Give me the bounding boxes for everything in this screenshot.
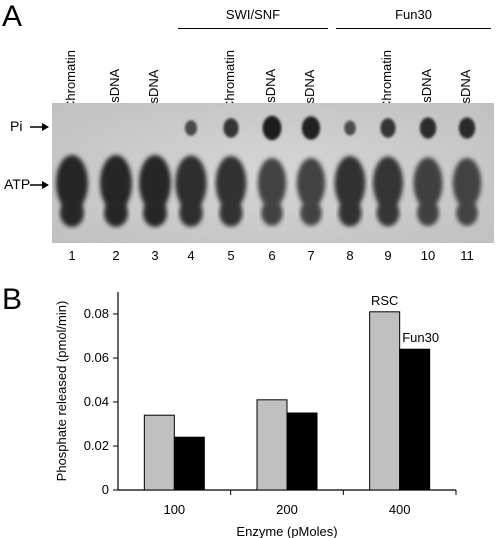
lane-number: 4 [187,248,195,263]
lane-number: 11 [460,248,474,263]
lane-label: Chromatin [63,50,78,110]
tlc-plate-image [52,103,494,243]
y-tick-label: 0.06 [84,350,109,365]
atp-spot [175,155,207,211]
atp-spot [413,157,443,209]
atp-tail-spot [104,199,128,227]
series-annotation: RSC [371,293,398,308]
lane-number: 6 [268,248,276,263]
atp-arrow-icon [30,181,49,189]
series-annotation: Fun30 [402,330,439,345]
atp-spot [296,158,326,208]
atp-spot [372,156,404,210]
pi-spot [344,120,356,136]
atp-tail-spot [261,200,283,226]
pi-spot [184,120,198,136]
atp-spot [334,156,366,210]
lane-number: 10 [420,248,436,263]
pi-spot [458,117,476,139]
atp-tail-spot [417,200,439,226]
y-tick-label: 0.02 [84,438,109,453]
lane-number: 3 [151,248,159,263]
group-label-swisnf: SWI/SNF [225,7,281,22]
atp-tail-spot [60,199,84,227]
x-tick-label: 200 [276,502,298,517]
lane-number: 5 [227,248,235,263]
bar-fun30 [399,348,431,491]
y-axis-label: Phosphate released (pmol/min) [54,301,69,482]
atp-spot [215,156,247,210]
atp-label: ATP [4,176,31,192]
group-line-swisnf [178,28,328,29]
x-tick-label: 100 [163,502,185,517]
lane-number: 8 [346,248,354,263]
lane-number: 7 [307,248,315,263]
group-label-fun30: Fun30 [395,7,432,22]
pi-spot [223,118,239,138]
atp-spot [139,155,171,211]
atp-tail-spot [376,199,400,227]
y-tick-label: 0 [102,482,109,497]
lane-number: 2 [112,248,120,263]
pi-spot [301,116,321,140]
lane-number: 9 [384,248,392,263]
pi-label: Pi [10,118,23,134]
lane-label: Chromatin [379,50,394,110]
pi-spot [262,115,282,141]
bar-fun30 [286,412,318,491]
atp-tail-spot [338,199,362,227]
y-tick-label: 0.04 [84,394,109,409]
pi-arrow-icon [30,123,49,131]
lane-label: Chromatin [222,50,237,110]
atp-tail-spot [143,199,167,227]
x-axis-label: Enzyme (pMoles) [236,524,337,538]
atp-tail-spot [179,199,203,227]
y-tick-label: 0.08 [84,306,109,321]
atp-tail-spot [219,199,243,227]
atp-spot [100,155,132,211]
atp-tail-spot [300,200,322,226]
bar-chart: 0 0.02 0.04 0.06 0.08 100 200 400 RSC Fun30 Enzyme… [54,292,457,538]
panel-a-letter: A [2,0,23,33]
bar-rsc [369,311,401,491]
bar-fun30 [173,436,205,491]
panel-b-letter: B [2,283,23,316]
bar-rsc [256,399,288,491]
atp-spot [257,158,287,208]
bar-rsc [143,414,175,491]
atp-tail-spot [456,200,478,226]
atp-spot [452,158,482,208]
x-tick-label: 400 [389,502,411,517]
pi-spot [419,117,437,139]
lane-number: 1 [68,248,76,263]
atp-spot [56,155,88,211]
pi-spot [380,118,396,138]
group-line-fun30 [336,28,491,29]
